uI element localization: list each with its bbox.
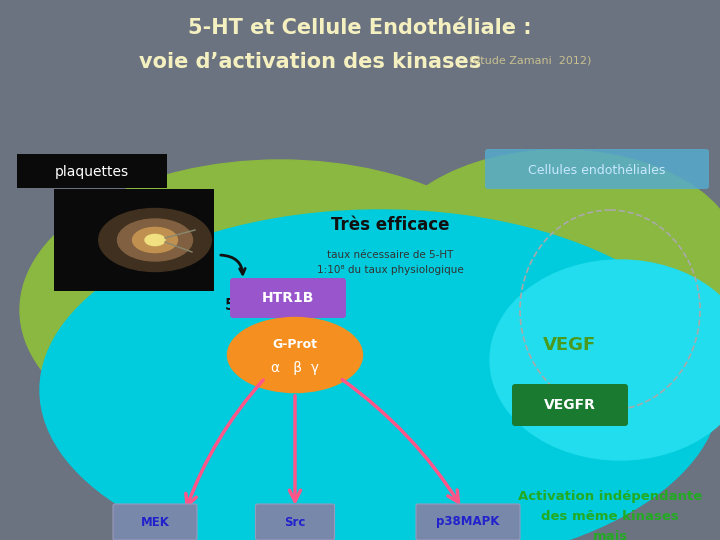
FancyBboxPatch shape — [416, 504, 520, 540]
FancyBboxPatch shape — [54, 189, 214, 291]
FancyBboxPatch shape — [256, 504, 335, 540]
FancyBboxPatch shape — [17, 154, 167, 188]
Text: G-Prot: G-Prot — [272, 339, 318, 352]
Text: Très efficace: Très efficace — [330, 216, 449, 234]
Text: taux nécessaire de 5-HT: taux nécessaire de 5-HT — [327, 250, 453, 260]
Text: 1:10⁸ du taux physiologique: 1:10⁸ du taux physiologique — [317, 265, 464, 275]
Text: Cellules endothéliales: Cellules endothéliales — [528, 164, 666, 177]
Text: MEK: MEK — [140, 516, 169, 529]
Ellipse shape — [145, 234, 165, 246]
Ellipse shape — [228, 318, 362, 393]
FancyBboxPatch shape — [512, 384, 628, 426]
Text: VEGFR: VEGFR — [544, 398, 596, 412]
Text: Src: Src — [284, 516, 306, 529]
Text: (étude Zamani  2012): (étude Zamani 2012) — [469, 57, 591, 67]
Text: plaquettes: plaquettes — [55, 165, 129, 179]
Text: voie d’activation des kinases: voie d’activation des kinases — [139, 52, 481, 72]
FancyBboxPatch shape — [113, 504, 197, 540]
FancyBboxPatch shape — [485, 149, 709, 189]
Text: 5-HT: 5-HT — [225, 298, 265, 313]
Ellipse shape — [490, 260, 720, 460]
Text: HTR1B: HTR1B — [262, 291, 314, 305]
Text: p38MAPK: p38MAPK — [436, 516, 500, 529]
Text: 5-HT et Cellule Endothéliale :: 5-HT et Cellule Endothéliale : — [188, 18, 532, 38]
Ellipse shape — [380, 150, 720, 370]
Text: α   β  γ: α β γ — [271, 361, 319, 375]
FancyBboxPatch shape — [230, 278, 346, 318]
Ellipse shape — [117, 219, 192, 261]
Text: VEGF: VEGF — [544, 336, 597, 354]
Ellipse shape — [40, 210, 720, 540]
Ellipse shape — [20, 160, 540, 460]
Ellipse shape — [132, 227, 178, 253]
Ellipse shape — [99, 208, 211, 272]
Text: Activation indépendante
des même kinases
mais
moins efficace: Activation indépendante des même kinases… — [518, 490, 702, 540]
